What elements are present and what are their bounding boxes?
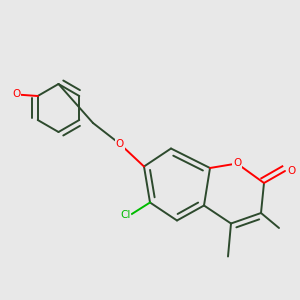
Text: O: O — [287, 166, 296, 176]
Text: O: O — [13, 89, 21, 100]
Text: Cl: Cl — [120, 210, 130, 220]
Text: O: O — [116, 139, 124, 149]
Text: O: O — [233, 158, 241, 169]
